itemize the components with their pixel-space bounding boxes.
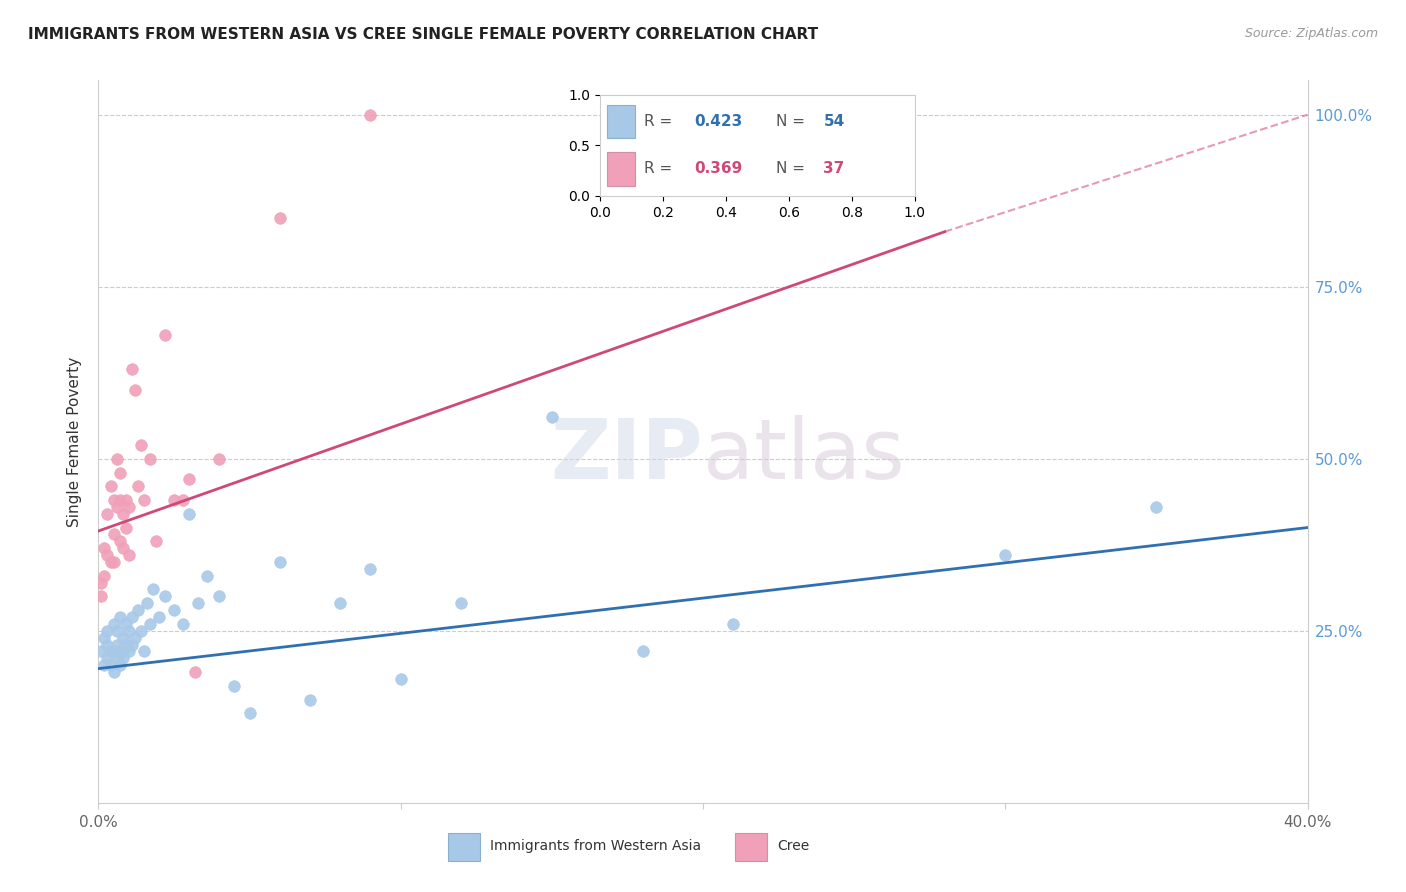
Point xyxy=(631,644,654,658)
Point xyxy=(111,541,134,556)
Point xyxy=(96,507,118,521)
Point xyxy=(124,631,146,645)
Point xyxy=(108,658,131,673)
Point xyxy=(208,451,231,466)
Point xyxy=(124,383,146,397)
Point xyxy=(1144,500,1167,514)
Point xyxy=(118,624,141,638)
Point xyxy=(139,616,162,631)
Point xyxy=(90,644,112,658)
Point xyxy=(93,658,115,673)
Point xyxy=(299,692,322,706)
Point xyxy=(96,651,118,665)
Point xyxy=(114,520,136,534)
Text: atlas: atlas xyxy=(703,416,904,497)
Point xyxy=(184,665,207,679)
Point xyxy=(153,590,176,604)
Point xyxy=(187,596,209,610)
Point xyxy=(127,479,149,493)
Point xyxy=(111,644,134,658)
Point xyxy=(129,624,152,638)
Point xyxy=(153,327,176,342)
Point xyxy=(105,638,128,652)
Point xyxy=(114,638,136,652)
Text: Source: ZipAtlas.com: Source: ZipAtlas.com xyxy=(1244,27,1378,40)
Point xyxy=(132,644,155,658)
Point xyxy=(163,493,186,508)
Point xyxy=(105,451,128,466)
Point xyxy=(239,706,262,721)
Point xyxy=(103,555,125,569)
Text: ZIP: ZIP xyxy=(551,416,703,497)
Point xyxy=(103,616,125,631)
Point xyxy=(111,507,134,521)
Point xyxy=(195,568,218,582)
Point xyxy=(96,624,118,638)
Point xyxy=(540,410,562,425)
Point xyxy=(118,644,141,658)
Point xyxy=(132,493,155,508)
Point xyxy=(269,555,291,569)
Point xyxy=(103,493,125,508)
Point xyxy=(179,507,201,521)
Point xyxy=(994,548,1017,562)
Point xyxy=(121,638,143,652)
Point xyxy=(108,534,131,549)
Point xyxy=(329,596,352,610)
Point xyxy=(93,568,115,582)
Point xyxy=(93,631,115,645)
Point xyxy=(90,575,112,590)
Point xyxy=(108,466,131,480)
Point xyxy=(148,610,170,624)
Point xyxy=(172,616,194,631)
Point xyxy=(100,644,122,658)
Point xyxy=(135,596,157,610)
Point xyxy=(114,493,136,508)
Point xyxy=(103,665,125,679)
Point xyxy=(224,679,246,693)
Point xyxy=(127,603,149,617)
Point xyxy=(179,472,201,486)
Point xyxy=(105,651,128,665)
Point xyxy=(111,651,134,665)
Point xyxy=(118,500,141,514)
Point xyxy=(111,631,134,645)
Point xyxy=(139,451,162,466)
Point xyxy=(96,638,118,652)
Point xyxy=(129,438,152,452)
Point xyxy=(105,624,128,638)
Point xyxy=(450,596,472,610)
Point xyxy=(96,548,118,562)
Point xyxy=(208,590,231,604)
Point xyxy=(172,493,194,508)
Point xyxy=(163,603,186,617)
Point xyxy=(108,493,131,508)
Point xyxy=(103,644,125,658)
Point xyxy=(269,211,291,225)
Text: IMMIGRANTS FROM WESTERN ASIA VS CREE SINGLE FEMALE POVERTY CORRELATION CHART: IMMIGRANTS FROM WESTERN ASIA VS CREE SIN… xyxy=(28,27,818,42)
Point xyxy=(360,562,382,576)
Point xyxy=(100,479,122,493)
Point xyxy=(100,555,122,569)
Point xyxy=(723,616,745,631)
Point xyxy=(360,108,382,122)
Point xyxy=(114,616,136,631)
Y-axis label: Single Female Poverty: Single Female Poverty xyxy=(67,357,83,526)
Point xyxy=(105,500,128,514)
Point xyxy=(121,362,143,376)
Point xyxy=(108,610,131,624)
Point xyxy=(103,527,125,541)
Point xyxy=(145,534,167,549)
Point xyxy=(142,582,165,597)
Point xyxy=(121,610,143,624)
Point xyxy=(389,672,412,686)
Point xyxy=(108,644,131,658)
Point xyxy=(93,541,115,556)
Point xyxy=(100,658,122,673)
Point xyxy=(90,590,112,604)
Point xyxy=(118,548,141,562)
